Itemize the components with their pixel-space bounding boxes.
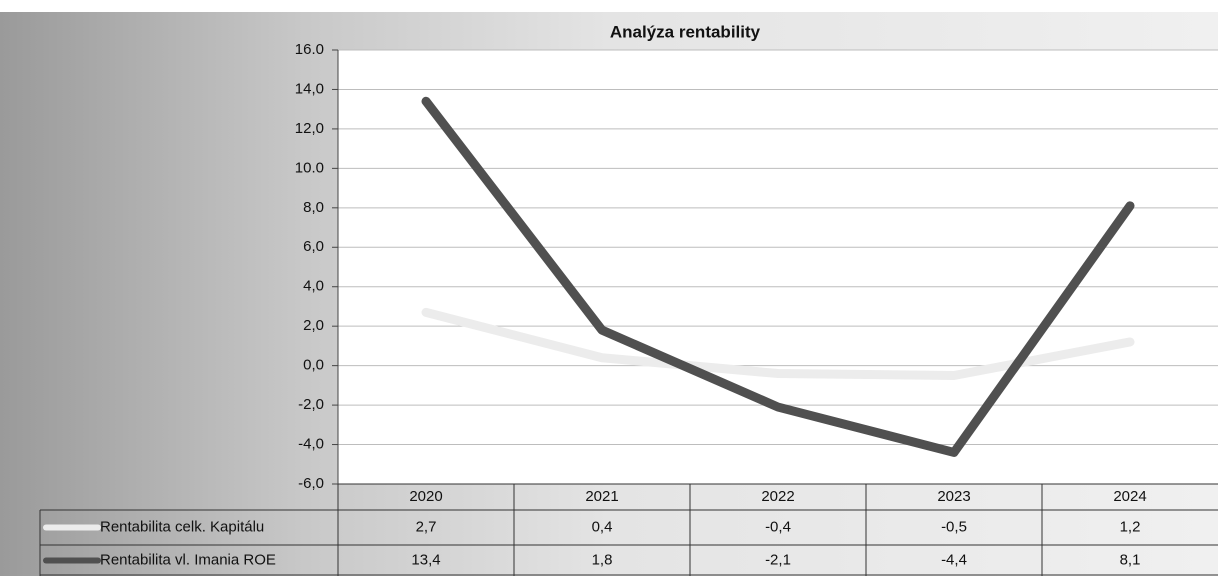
table-value: 13,4 (411, 551, 440, 568)
x-tick-label: 2023 (937, 488, 970, 505)
x-tick-label: 2024 (1113, 488, 1146, 505)
y-tick-label: 14,0 (295, 80, 324, 97)
y-tick-label: 10.0 (295, 159, 324, 176)
data-line (421, 96, 1135, 457)
chart-title: Analýza rentability (610, 22, 761, 41)
y-tick-label: 0,0 (303, 357, 324, 374)
table-value: 2,7 (416, 518, 437, 535)
y-tick-label: 2,0 (303, 317, 324, 334)
table-value: 8,1 (1120, 551, 1141, 568)
y-tick-label: -6,0 (298, 475, 324, 492)
table-value: 1,2 (1120, 518, 1141, 535)
y-tick-label: 16.0 (295, 41, 324, 58)
y-tick-label: -2,0 (298, 396, 324, 413)
table-value: -4,4 (941, 551, 967, 568)
y-tick-label: 4,0 (303, 278, 324, 295)
table-value: 1,8 (592, 551, 613, 568)
y-tick-label: 8,0 (303, 199, 324, 216)
legend-label: Rentabilita vl. Imania ROE (100, 551, 276, 568)
legend-label: Rentabilita celk. Kapitálu (100, 518, 264, 535)
x-tick-label: 2021 (585, 488, 618, 505)
table-value: 0,4 (592, 518, 613, 535)
y-tick-label: -4,0 (298, 436, 324, 453)
x-tick-label: 2022 (761, 488, 794, 505)
table-value: -2,1 (765, 551, 791, 568)
x-tick-label: 2020 (409, 488, 442, 505)
table-value: -0,4 (765, 518, 791, 535)
table-value: -0,5 (941, 518, 967, 535)
y-tick-label: 6,0 (303, 238, 324, 255)
y-tick-label: 12,0 (295, 120, 324, 137)
